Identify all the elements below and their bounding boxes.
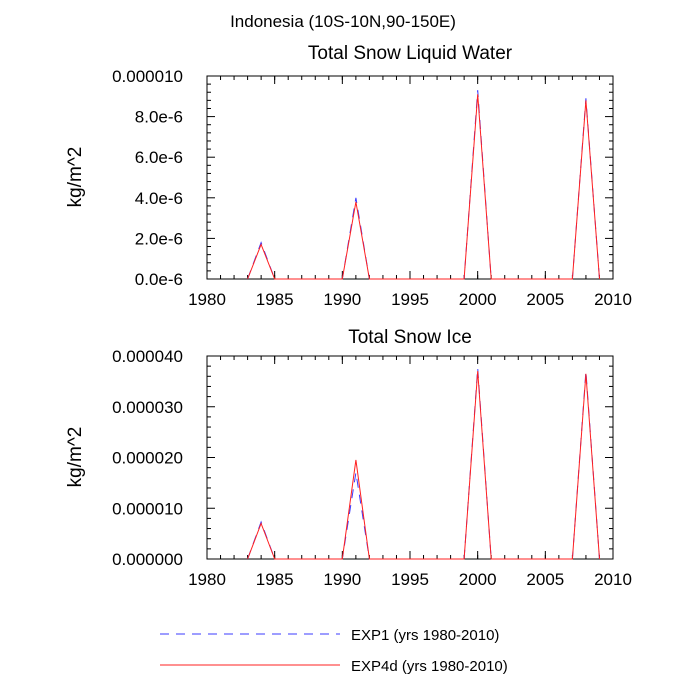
- panel-snow-ice: Total Snow Ice kg/m^2 1980 1985 1990 1995 20…: [65, 327, 632, 589]
- y-tick-label: 2.0e-6: [135, 229, 183, 248]
- series-line-exp1: [247, 368, 600, 560]
- y-tick-label: 4.0e-6: [135, 189, 183, 208]
- x-tick-label: 1990: [323, 570, 361, 589]
- x-tick-label: 2000: [459, 290, 497, 309]
- y-axis-label: kg/m^2: [65, 427, 86, 488]
- y-tick-label: 0.000000: [112, 550, 183, 569]
- panel-snow-liquid-water: Total Snow Liquid Water kg/m^2 1980 1985 1…: [65, 43, 632, 309]
- x-tick-label: 2010: [594, 290, 632, 309]
- y-tick-label: 8.0e-6: [135, 108, 183, 127]
- series-group: [247, 368, 600, 560]
- x-tick-label: 1995: [391, 570, 429, 589]
- legend-label-exp1: EXP1 (yrs 1980-2010): [351, 627, 499, 644]
- x-tick-label: 1980: [188, 570, 226, 589]
- panel-title: Total Snow Liquid Water: [308, 43, 513, 64]
- y-tick-label: 0.000030: [112, 398, 183, 417]
- y-tick-label: 0.000010: [112, 67, 183, 86]
- minor-ticks: [206, 76, 614, 279]
- series-line-exp4d: [247, 94, 600, 280]
- ticks: 1980 1985 1990 1995 2000 2005 2010 0.0e-6 2.0e-6…: [112, 67, 632, 309]
- legend-label-exp4d: EXP4d (yrs 1980-2010): [351, 658, 508, 675]
- y-tick-label: 0.0e-6: [135, 270, 183, 289]
- series-line-exp4d: [247, 371, 600, 560]
- y-tick-label: 0.000010: [112, 499, 183, 518]
- plot-frame: [206, 355, 614, 560]
- x-tick-label: 2005: [526, 570, 564, 589]
- series-group: [247, 90, 600, 280]
- x-tick-label: 2010: [594, 570, 632, 589]
- series-line-exp1: [247, 90, 600, 280]
- y-tick-label: 0.000040: [112, 347, 183, 366]
- plot-frame: [206, 75, 614, 280]
- x-tick-label: 1990: [323, 290, 361, 309]
- y-tick-label: 6.0e-6: [135, 148, 183, 167]
- panel-title: Total Snow Ice: [348, 327, 472, 348]
- x-tick-label: 1985: [256, 290, 294, 309]
- minor-ticks: [206, 356, 614, 559]
- x-tick-label: 2000: [459, 570, 497, 589]
- legend: EXP1 (yrs 1980-2010) EXP4d (yrs 1980-201…: [160, 627, 508, 675]
- figure-title: Indonesia (10S-10N,90-150E): [230, 12, 456, 31]
- y-tick-label: 0.000020: [112, 449, 183, 468]
- x-tick-label: 1995: [391, 290, 429, 309]
- x-tick-label: 2005: [526, 290, 564, 309]
- x-tick-label: 1980: [188, 290, 226, 309]
- ticks: 1980 1985 1990 1995 2000 2005 2010 0.000000 0.00…: [112, 347, 632, 589]
- x-tick-label: 1985: [256, 570, 294, 589]
- y-axis-label: kg/m^2: [65, 147, 86, 208]
